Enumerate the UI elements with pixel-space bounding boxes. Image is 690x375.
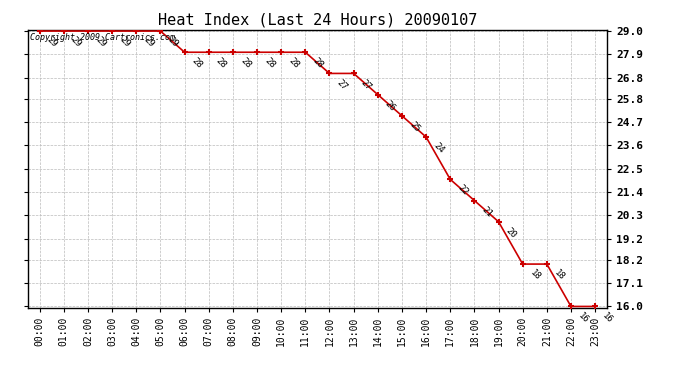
Text: 29: 29 xyxy=(94,35,108,49)
Text: 28: 28 xyxy=(190,56,204,70)
Text: 27: 27 xyxy=(359,78,373,92)
Text: 16: 16 xyxy=(601,310,615,325)
Text: 29: 29 xyxy=(142,35,156,49)
Text: 28: 28 xyxy=(239,56,253,70)
Text: 22: 22 xyxy=(456,183,470,198)
Text: 28: 28 xyxy=(215,56,228,70)
Title: Heat Index (Last 24 Hours) 20090107: Heat Index (Last 24 Hours) 20090107 xyxy=(158,12,477,27)
Text: 18: 18 xyxy=(553,268,566,282)
Text: 28: 28 xyxy=(311,56,325,70)
Text: 28: 28 xyxy=(287,56,301,70)
Text: 29: 29 xyxy=(46,35,59,49)
Text: 20: 20 xyxy=(504,226,518,240)
Text: 27: 27 xyxy=(335,78,349,92)
Text: 29: 29 xyxy=(166,35,180,49)
Text: 21: 21 xyxy=(480,205,494,219)
Text: 24: 24 xyxy=(432,141,446,155)
Text: Copyright 2009 Cartronics.com: Copyright 2009 Cartronics.com xyxy=(30,33,175,42)
Text: 28: 28 xyxy=(263,56,277,70)
Text: 29: 29 xyxy=(118,35,132,49)
Text: 18: 18 xyxy=(529,268,542,282)
Text: 25: 25 xyxy=(408,120,422,134)
Text: 29: 29 xyxy=(70,35,83,49)
Text: 26: 26 xyxy=(384,99,397,113)
Text: 16: 16 xyxy=(577,310,591,325)
